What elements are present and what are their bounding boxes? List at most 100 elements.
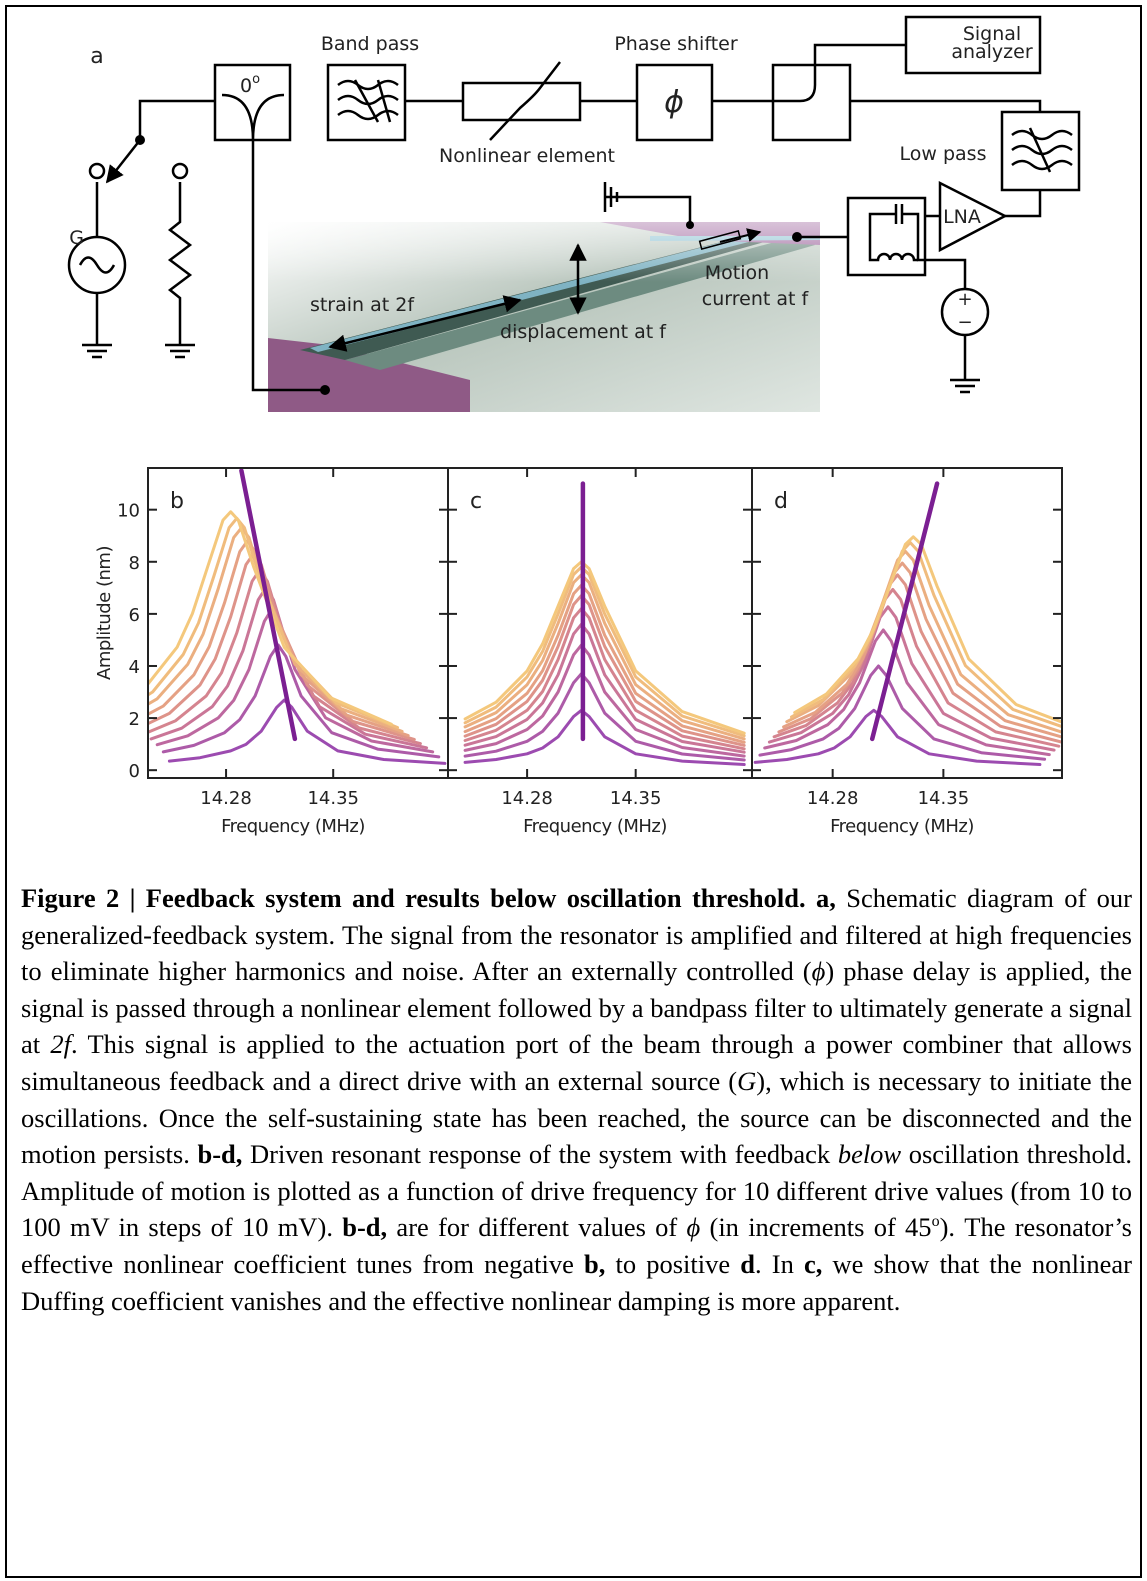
caption-run: Schematic diagram of our generalized-fee… — [21, 883, 1132, 987]
caption-run: ) phase delay is applied, the signal is … — [21, 956, 1132, 1060]
strain-arrow — [328, 295, 522, 352]
band-pass-symbol — [337, 79, 399, 123]
caption-run: o — [931, 1213, 940, 1231]
phase-shifter-label: Phase shifter — [614, 33, 737, 55]
signal-analyzer-label: analyzer — [951, 41, 1033, 63]
response-curve — [793, 535, 1062, 724]
y-axis-label: Amplitude (nm) — [94, 546, 115, 680]
axes-frame — [751, 467, 1063, 779]
plot-area — [753, 481, 1062, 766]
response-curve — [463, 594, 746, 747]
chart-panel: 14.28 14.35 c Frequency (MHz) — [447, 467, 753, 837]
y-tick-label: 2 — [129, 709, 140, 730]
x-tick-label: 14.35 — [307, 788, 359, 809]
response-curve — [161, 643, 441, 759]
nonlinear-box — [461, 81, 582, 122]
figure-frame — [5, 5, 1142, 1578]
x-tick-label: 14.35 — [918, 788, 970, 809]
y-tick-label: 0 — [129, 761, 140, 782]
y-tick-label: 8 — [129, 553, 140, 574]
circuit-wires — [95, 43, 1042, 392]
sine-symbol — [78, 256, 116, 274]
caption-run: b, — [584, 1248, 606, 1279]
phase-symbol: ϕ — [664, 85, 684, 120]
band-pass-label: Band pass — [321, 33, 419, 55]
caption-run: c, — [803, 1248, 823, 1279]
panel-label: b — [170, 489, 184, 514]
response-curve — [463, 573, 746, 741]
response-curve — [463, 672, 746, 762]
response-curve — [763, 628, 1051, 757]
x-tick-label: 14.35 — [610, 788, 662, 809]
y-tick-label: 4 — [129, 657, 140, 678]
lna-amplifier — [938, 180, 1008, 253]
lna-label: LNA — [943, 206, 981, 228]
combiner-degree: o — [252, 72, 260, 87]
response-curve — [463, 622, 746, 754]
panel-label: c — [470, 489, 482, 514]
response-curve — [463, 560, 746, 735]
response-curve — [767, 605, 1056, 752]
plot-area — [148, 468, 447, 765]
response-curve — [463, 708, 746, 766]
nonlinear-label: Nonlinear element — [439, 145, 615, 167]
response-curve — [782, 561, 1062, 739]
caption-run: b-d, — [342, 1212, 388, 1243]
plot-area — [463, 481, 746, 766]
response-curve — [463, 643, 746, 758]
response-curve — [148, 526, 404, 733]
caption: Figure 2 | Feedback system and results b… — [21, 880, 1132, 1319]
x-axis-label: Frequency (MHz) — [523, 816, 667, 837]
low-pass-symbol — [1011, 127, 1073, 173]
caption-run: Driven resonant response of the system w… — [242, 1139, 838, 1170]
caption-run: Figure 2 | Feedback system and results b… — [21, 883, 836, 913]
response-curve — [463, 607, 746, 751]
caption-run: G — [737, 1065, 757, 1096]
response-curve — [790, 541, 1062, 729]
strain-label: strain at 2f — [310, 294, 415, 316]
x-axis-label: Frequency (MHz) — [830, 816, 974, 837]
caption-run: b-d, — [197, 1139, 243, 1170]
response-curve — [463, 583, 746, 744]
voltage-plus: + — [957, 289, 972, 310]
displacement-label: displacement at f — [500, 321, 667, 343]
lc-box — [846, 196, 927, 277]
combiner-symbol — [221, 93, 285, 141]
caption-run: oscillation threshold. Amplitude of moti… — [21, 1139, 1133, 1243]
chart-panel: 14.28 14.35 0 2 4 6 8 10 b Frequency (MHz) Amplitu… — [94, 467, 449, 837]
caption-run: to positive — [605, 1248, 741, 1279]
x-tick-label: 14.28 — [200, 788, 252, 809]
lc-symbol — [868, 204, 925, 262]
backbone-line — [869, 481, 940, 742]
x-tick-label: 14.28 — [501, 788, 553, 809]
caption-run: 2f — [50, 1029, 72, 1060]
motion-current-label: current at f — [702, 288, 810, 310]
response-curve — [148, 510, 393, 726]
figure: G 0o Band pass Nonlinear element ϕ Phase… — [67, 15, 1081, 837]
response-curve — [753, 708, 1042, 766]
combiner-zero: 0 — [240, 75, 252, 97]
switch — [88, 139, 189, 184]
response-curve — [463, 565, 746, 738]
y-tick-label: 10 — [117, 501, 140, 522]
caption-run: ). The resonator’s effective nonlinear c… — [21, 1212, 1132, 1279]
caption-run: ϕ — [686, 1212, 701, 1243]
backbone-line — [239, 468, 298, 742]
response-curve — [772, 587, 1061, 748]
caption-run: (in increments of 45 — [700, 1212, 932, 1243]
caption-run: . This signal is applied to the actuatio… — [21, 1029, 1132, 1096]
x-axis-label: Frequency (MHz) — [221, 816, 365, 837]
signal-analyzer-box — [904, 15, 1042, 75]
response-curve — [758, 664, 1047, 761]
caption-run: below — [837, 1139, 902, 1170]
caption-run: d — [740, 1248, 756, 1279]
caption-run: ϕ — [811, 956, 826, 987]
y-tick-label: 6 — [129, 605, 140, 626]
response-curve — [148, 516, 399, 729]
panel-label: d — [774, 489, 788, 514]
device-image — [268, 222, 820, 412]
caption-run: we show that the nonlinear Duffing coeff… — [21, 1248, 1132, 1316]
low-pass-label: Low pass — [900, 143, 987, 165]
current-arrow — [719, 228, 762, 243]
